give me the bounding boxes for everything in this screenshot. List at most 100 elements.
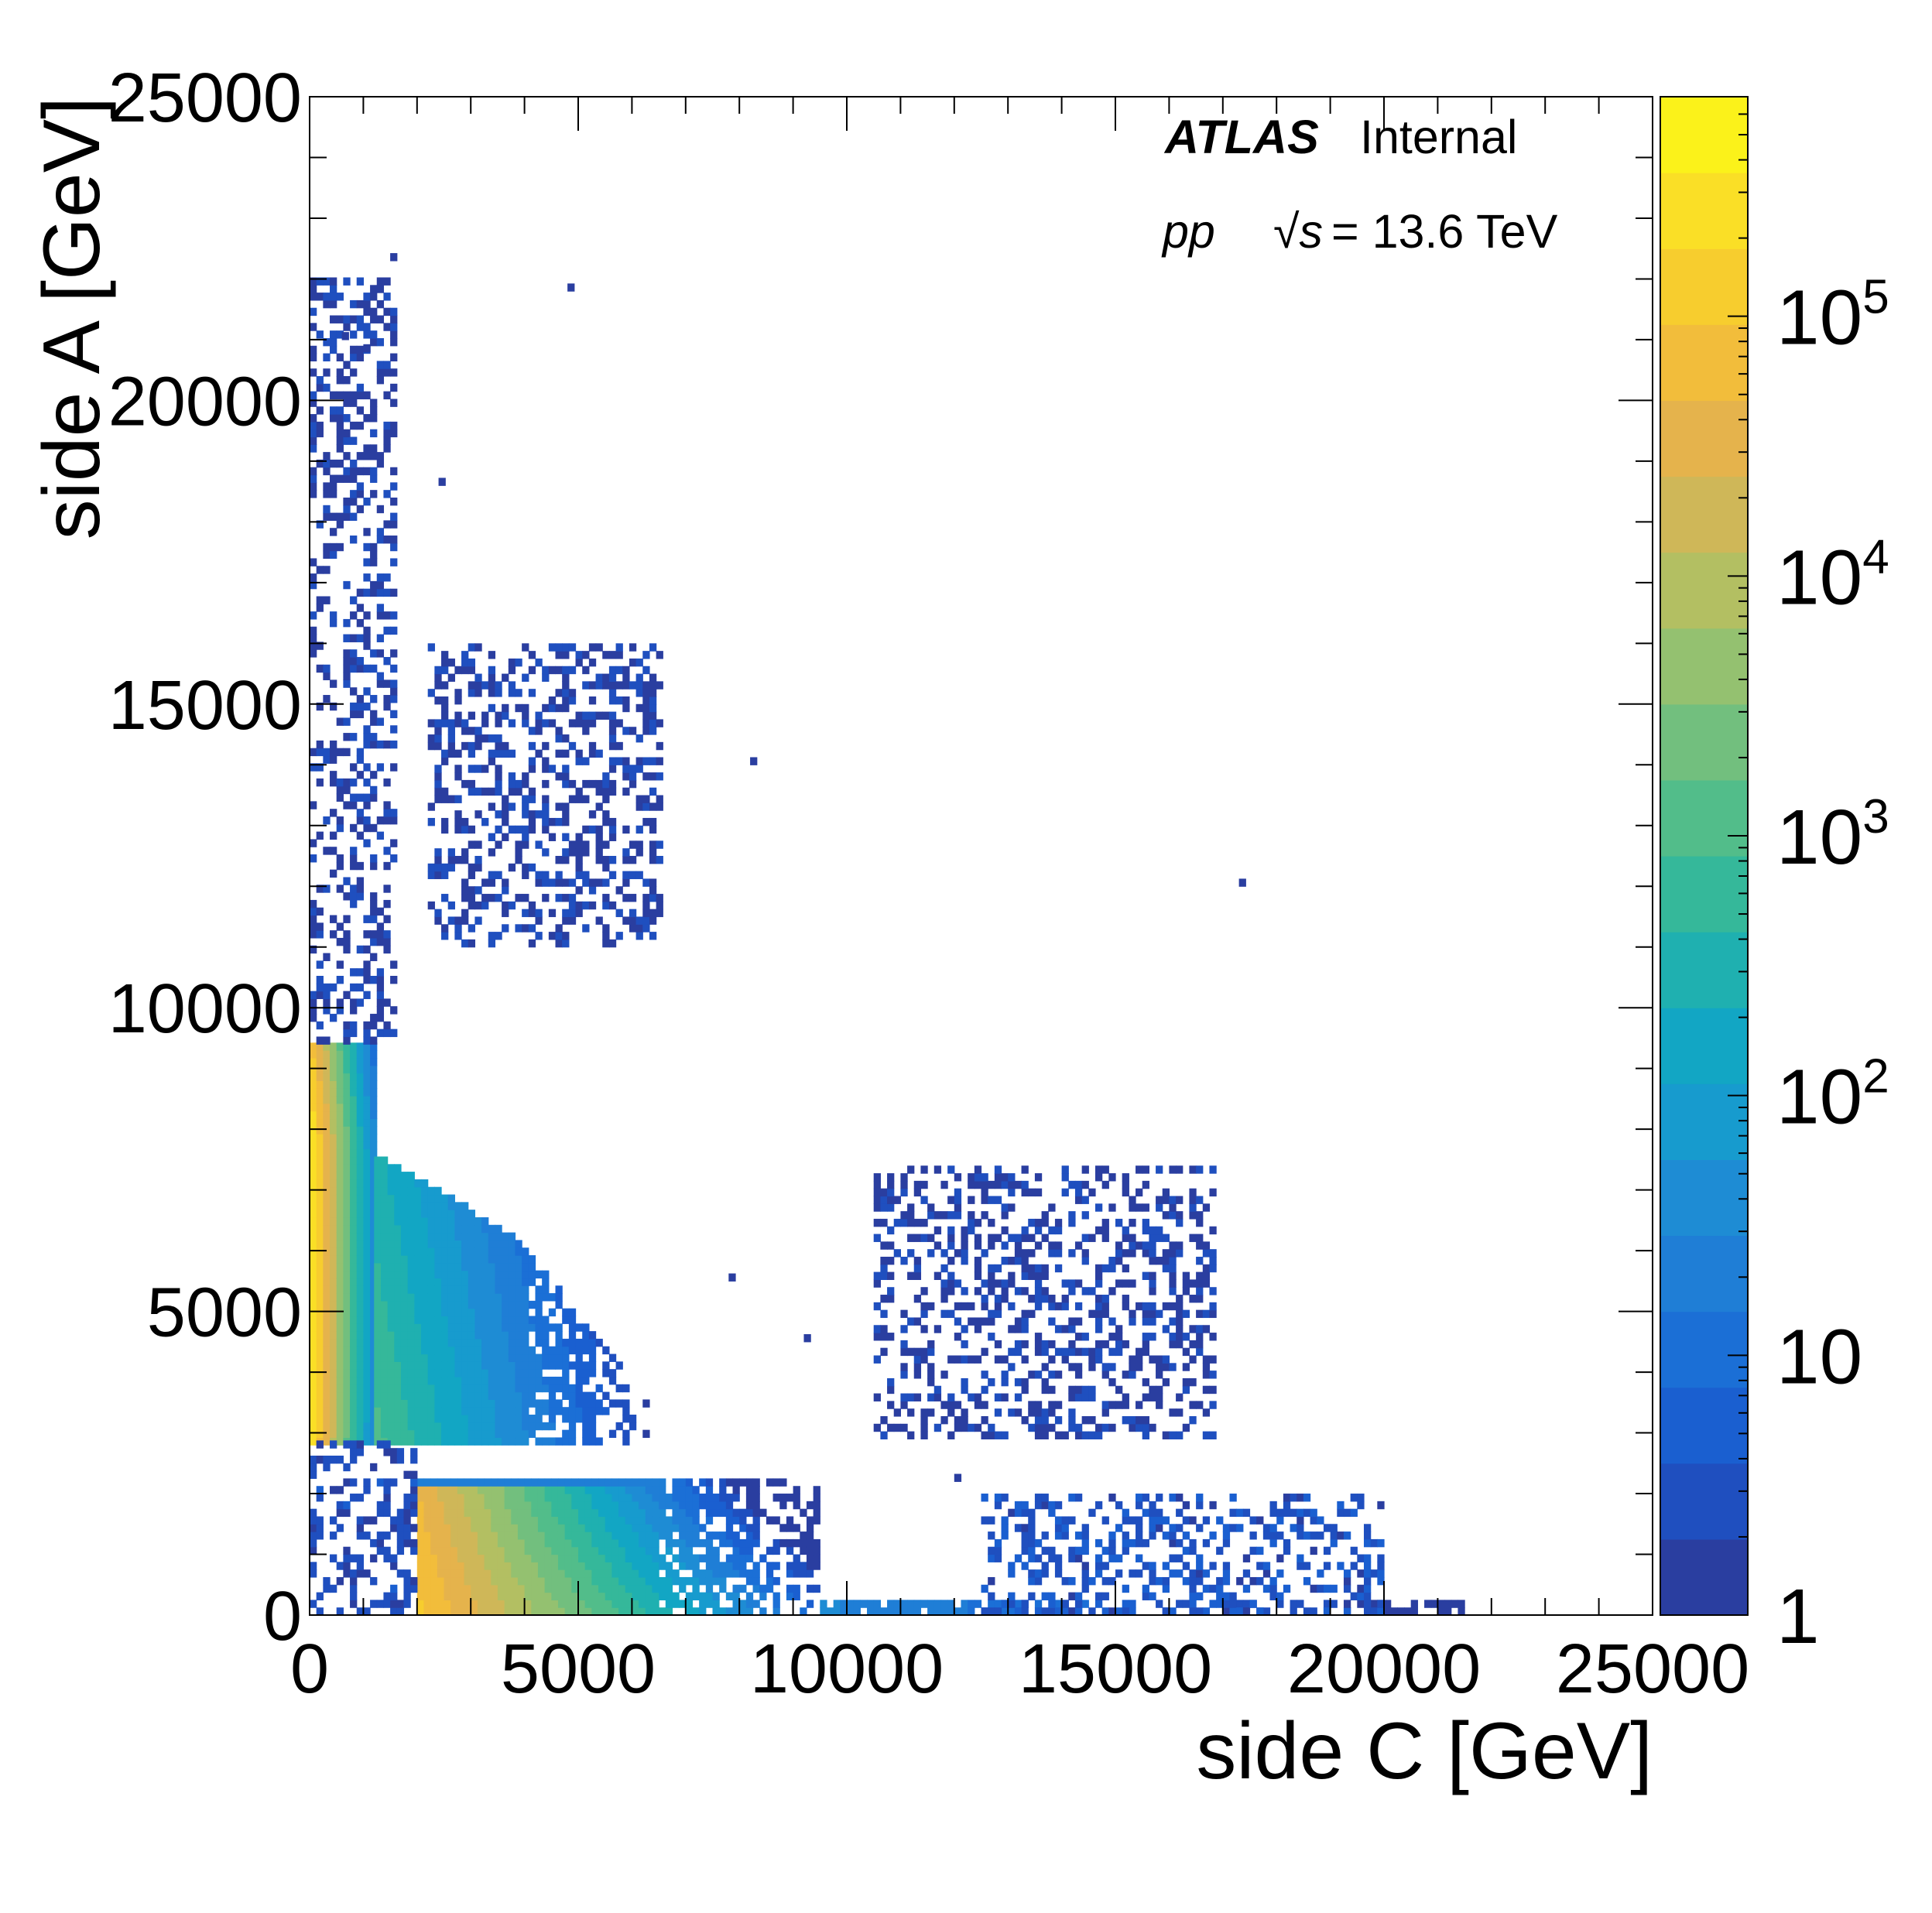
heatmap-cell	[887, 1226, 895, 1235]
heatmap-cell	[434, 1353, 442, 1362]
heatmap-cell	[310, 1014, 317, 1022]
heatmap-cell	[1363, 1607, 1372, 1616]
heatmap-cell	[488, 651, 496, 659]
heatmap-cell	[387, 1376, 395, 1385]
heatmap-cell	[310, 1110, 317, 1120]
heatmap-cell	[374, 1331, 382, 1340]
heatmap-cell	[665, 1600, 673, 1608]
heatmap-cell	[652, 1486, 659, 1494]
heatmap-cell	[800, 1538, 807, 1548]
heatmap-cell	[336, 1255, 344, 1264]
heatmap-cell	[1101, 1165, 1109, 1174]
heatmap-cell	[380, 1285, 389, 1294]
heatmap-cell	[454, 1384, 462, 1393]
heatmap-cell	[1094, 1340, 1103, 1349]
heatmap-cell	[374, 1255, 382, 1264]
heatmap-cell	[622, 825, 630, 834]
heatmap-cell	[508, 1384, 516, 1393]
heatmap-cell	[471, 1576, 478, 1586]
heatmap-cell	[692, 1569, 700, 1578]
heatmap-cell	[639, 1501, 646, 1510]
heatmap-cell	[508, 1293, 516, 1302]
heatmap-cell	[356, 1088, 365, 1097]
heatmap-cell	[454, 1391, 462, 1400]
heatmap-cell	[555, 856, 563, 864]
heatmap-cell	[481, 1262, 489, 1271]
heatmap-cell	[441, 871, 449, 880]
heatmap-cell	[370, 1429, 378, 1439]
heatmap-cell	[602, 932, 610, 940]
heatmap-cell	[468, 825, 476, 834]
heatmap-cell	[1256, 1562, 1264, 1570]
heatmap-cell	[461, 878, 469, 887]
heatmap-cell	[495, 1300, 502, 1309]
heatmap-cell	[441, 1353, 449, 1362]
heatmap-cell	[444, 1584, 451, 1593]
heatmap-cell	[933, 1165, 942, 1174]
heatmap-cell	[336, 976, 344, 984]
heatmap-cell	[396, 1607, 405, 1616]
heatmap-cell	[1101, 1401, 1109, 1409]
heatmap-cell	[468, 1353, 476, 1362]
heatmap-cell	[330, 1247, 337, 1256]
heatmap-cell	[517, 1562, 526, 1570]
heatmap-cell	[336, 368, 344, 377]
heatmap-cell	[1410, 1607, 1418, 1616]
heatmap-cell	[323, 847, 331, 855]
heatmap-cell	[635, 658, 643, 667]
heatmap-cell	[316, 1323, 324, 1332]
heatmap-cell	[356, 1156, 365, 1165]
heatmap-cell	[548, 1407, 557, 1415]
heatmap-cell	[343, 1353, 351, 1362]
heatmap-cell	[1196, 1501, 1204, 1510]
heatmap-cell	[450, 1516, 458, 1525]
heatmap-cell	[447, 1224, 455, 1234]
heatmap-cell	[336, 1437, 344, 1446]
heatmap-cell	[779, 1538, 787, 1548]
heatmap-cell	[645, 1607, 653, 1616]
heatmap-cell	[1008, 1279, 1016, 1288]
heatmap-cell	[330, 1531, 337, 1540]
heatmap-cell	[316, 1592, 324, 1600]
heatmap-cell	[390, 1592, 398, 1600]
heatmap-cell	[330, 1300, 337, 1309]
heatmap-cell	[725, 1478, 734, 1487]
heatmap-cell	[551, 1478, 559, 1487]
heatmap-cell	[474, 1346, 482, 1355]
heatmap-cell	[350, 1224, 358, 1234]
heatmap-cell	[1182, 1516, 1190, 1525]
heatmap-cell	[394, 1164, 402, 1172]
heatmap-cell	[602, 1407, 610, 1415]
heatmap-cell	[933, 1385, 942, 1395]
heatmap-cell	[343, 877, 351, 885]
heatmap-cell	[376, 634, 385, 642]
heatmap-cell	[555, 1361, 563, 1370]
heatmap-cell	[497, 1600, 505, 1608]
heatmap-cell	[400, 1361, 409, 1370]
heatmap-cell	[407, 1224, 415, 1234]
heatmap-cell	[488, 1285, 496, 1294]
heatmap-cell	[1256, 1546, 1264, 1555]
heatmap-cell	[437, 1508, 445, 1518]
heatmap-cell	[370, 953, 378, 961]
heatmap-cell	[1330, 1524, 1338, 1532]
heatmap-cell	[370, 588, 378, 597]
heatmap-cell	[481, 1407, 489, 1415]
heatmap-cell	[427, 1186, 435, 1196]
heatmap-cell	[618, 1592, 626, 1600]
heatmap-cell	[649, 757, 657, 765]
heatmap-cell	[434, 1422, 442, 1431]
heatmap-cell	[343, 1569, 351, 1578]
heatmap-cell	[900, 1188, 908, 1197]
heatmap-cell	[699, 1554, 707, 1562]
heatmap-cell	[468, 779, 476, 789]
heatmap-cell	[1236, 1508, 1244, 1518]
heatmap-cell	[1209, 1287, 1217, 1295]
heatmap-cell	[376, 536, 385, 544]
heatmap-cell	[504, 1531, 512, 1540]
heatmap-cell	[450, 1554, 458, 1562]
heatmap-cell	[363, 1607, 371, 1616]
heatmap-cell	[1290, 1508, 1297, 1518]
heatmap-cell	[407, 1331, 415, 1340]
heatmap-cell	[484, 1584, 492, 1593]
